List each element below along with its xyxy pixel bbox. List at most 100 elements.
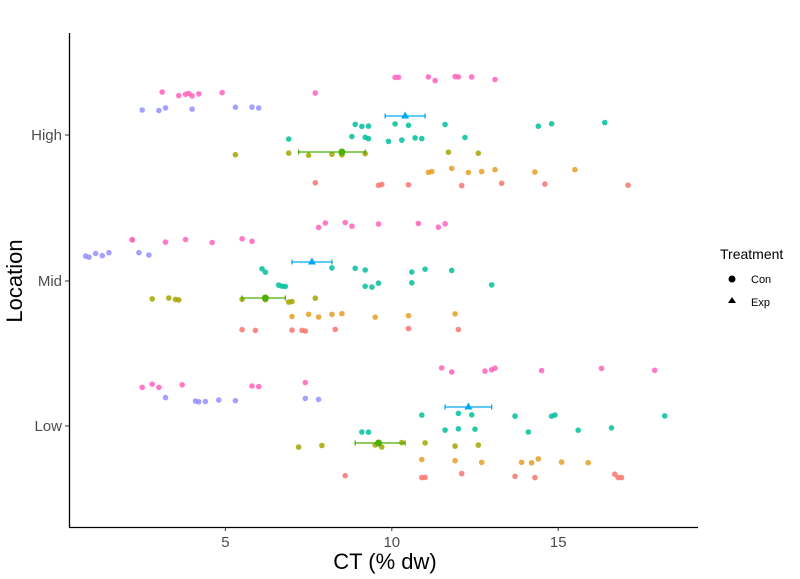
data-point-low-4 [442, 427, 448, 433]
data-point-low-8 [448, 369, 455, 375]
data-point-mid-7 [239, 236, 245, 242]
data-point-mid-1 [252, 327, 259, 334]
data-point-mid-8 [342, 219, 349, 226]
data-point-mid-7 [129, 237, 135, 243]
data-point-high-4 [419, 135, 425, 142]
data-point-high-7 [196, 91, 202, 97]
data-point-high-1 [498, 180, 505, 187]
data-point-high-1 [312, 180, 319, 186]
data-point-high-4 [462, 134, 468, 141]
data-point-mid-6 [99, 252, 106, 259]
data-point-low-4 [365, 429, 372, 436]
data-point-low-5 [468, 412, 475, 418]
data-point-mid-6 [92, 250, 99, 257]
y-tick-label-mid: Mid [38, 273, 62, 290]
x-axis-title: CT (% dw) [333, 549, 437, 574]
legend-exp-label: Exp [751, 297, 770, 309]
data-point-low-4 [575, 427, 581, 434]
data-point-low-7 [156, 384, 162, 391]
data-point-mid-6 [106, 249, 112, 256]
data-point-low-1 [532, 474, 538, 481]
data-points [82, 73, 668, 481]
data-point-mid-8 [435, 224, 442, 230]
data-point-mid-5 [329, 265, 335, 271]
data-point-low-6 [315, 396, 322, 403]
data-point-low-4 [472, 426, 478, 433]
data-point-mid-1 [302, 328, 309, 334]
data-point-low-5 [419, 412, 425, 418]
legend: Treatment Con Exp [720, 246, 783, 309]
data-point-low-7 [179, 382, 185, 388]
data-point-mid-5 [409, 269, 415, 275]
y-tick-label-low: Low [34, 418, 62, 435]
data-point-high-2 [465, 169, 472, 176]
data-point-low-6 [232, 397, 239, 404]
data-point-high-8 [492, 76, 498, 83]
data-point-low-6 [302, 395, 309, 402]
data-point-mid-6 [86, 254, 92, 260]
data-point-high-3 [329, 151, 335, 158]
data-point-high-4 [285, 136, 292, 142]
data-point-high-4 [349, 133, 355, 140]
data-point-low-2 [528, 460, 535, 466]
data-point-mid-6 [136, 249, 142, 256]
data-point-low-3 [422, 440, 428, 446]
mean-marker-mid-exp [307, 257, 316, 265]
data-point-high-7 [219, 89, 225, 96]
data-point-low-4 [455, 426, 462, 432]
data-point-high-5 [548, 121, 555, 127]
data-point-low-8 [598, 365, 605, 372]
data-point-mid-5 [448, 267, 455, 274]
data-point-high-8 [432, 77, 438, 84]
x-tick-label-15: 15 [550, 534, 567, 551]
data-point-mid-7 [182, 236, 189, 243]
mean-marker-mid-con [261, 294, 269, 302]
data-point-high-7 [176, 92, 182, 99]
data-point-low-3 [475, 442, 482, 448]
data-point-low-8 [492, 365, 498, 372]
data-point-mid-3 [149, 296, 155, 302]
data-point-mid-8 [322, 220, 329, 226]
data-point-mid-4 [375, 280, 382, 287]
data-point-low-7 [149, 381, 155, 388]
data-point-low-3 [319, 442, 325, 449]
data-point-low-7 [302, 379, 309, 386]
mean-marker-high-exp [401, 111, 410, 119]
data-point-low-8 [538, 367, 545, 374]
data-point-high-1 [625, 182, 631, 188]
data-point-low-5 [552, 412, 558, 418]
data-point-high-8 [455, 74, 462, 80]
data-point-high-2 [532, 169, 538, 175]
data-point-high-1 [405, 182, 412, 188]
y-axis-title: Location [2, 239, 27, 322]
data-point-low-5 [512, 413, 518, 419]
data-point-high-1 [542, 181, 548, 187]
data-point-mid-1 [239, 326, 245, 333]
data-point-high-7 [189, 93, 195, 99]
data-point-mid-7 [162, 239, 169, 245]
data-point-mid-3 [289, 298, 295, 305]
data-point-high-4 [365, 135, 372, 142]
data-point-mid-8 [375, 221, 382, 227]
data-point-high-8 [395, 74, 402, 81]
data-point-high-8 [468, 74, 475, 80]
data-point-low-5 [455, 410, 462, 417]
data-point-mid-2 [339, 310, 345, 317]
data-point-mid-5 [259, 266, 265, 272]
data-point-mid-4 [282, 283, 289, 290]
data-point-low-2 [535, 456, 542, 462]
data-point-mid-4 [369, 284, 375, 290]
data-point-mid-2 [405, 312, 412, 319]
data-point-mid-2 [305, 311, 312, 318]
data-point-high-2 [572, 166, 578, 173]
data-point-mid-5 [262, 269, 269, 276]
data-point-high-3 [305, 152, 312, 159]
data-point-mid-2 [315, 314, 322, 320]
data-point-high-5 [365, 123, 372, 129]
data-point-low-1 [512, 473, 518, 480]
data-point-mid-7 [209, 239, 215, 246]
data-point-low-8 [651, 367, 658, 374]
data-point-high-5 [535, 123, 542, 129]
data-point-mid-2 [289, 313, 295, 320]
data-point-high-4 [412, 135, 418, 141]
